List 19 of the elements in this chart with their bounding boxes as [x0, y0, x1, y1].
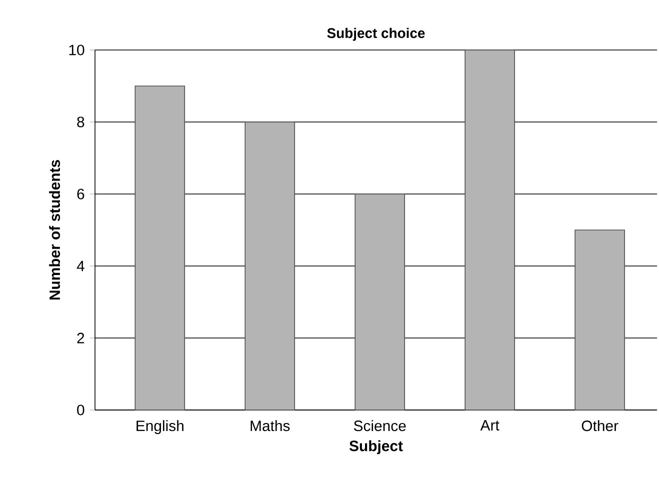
x-tick-label: Maths	[250, 420, 290, 432]
bar	[464, 50, 515, 410]
y-tick-label: 8	[77, 116, 84, 128]
bar	[354, 194, 405, 410]
x-tick-label: Science	[354, 420, 406, 432]
x-axis-title: Subject	[349, 440, 403, 454]
bar	[244, 122, 296, 410]
x-tick-label: Other	[582, 420, 618, 432]
x-tick-label: English	[136, 420, 184, 434]
bar	[574, 230, 625, 410]
chart-title: Subject choice	[327, 28, 425, 41]
y-tick-label: 4	[76, 260, 84, 272]
y-tick-label: 0	[77, 404, 84, 416]
y-tick-label: 10	[69, 44, 84, 56]
bar	[134, 86, 186, 410]
y-axis-title: Number of students	[49, 160, 60, 300]
y-tick-label: 6	[77, 188, 84, 200]
y-tick-label: 2	[77, 332, 84, 344]
x-tick-label: Art	[480, 420, 500, 431]
